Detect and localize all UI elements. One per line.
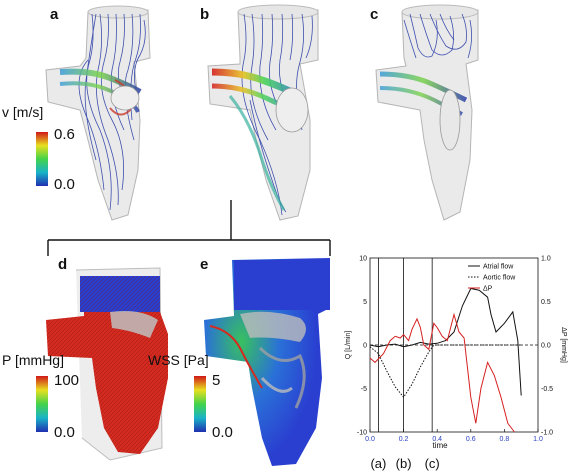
wss-colorbar-min: 0.0 <box>212 424 233 441</box>
y-right-tick-label: 0.5 <box>541 299 551 306</box>
vessel-b <box>207 4 319 221</box>
event-label: (b) <box>396 456 412 471</box>
pressure-colorbar-min: 0.0 <box>54 424 75 441</box>
y-tick-label: 5 <box>363 299 367 306</box>
panel-label-a: a <box>50 6 59 23</box>
bracket <box>47 239 331 256</box>
y-right-tick-label: -1.0 <box>541 430 553 437</box>
velocity-colorbar-min: 0.0 <box>54 176 75 193</box>
pressure-colorbar-max: 100 <box>54 372 80 389</box>
y-tick-label: -5 <box>361 386 367 393</box>
wss-colorbar-label: WSS [Pa] <box>148 352 209 368</box>
streamline-panels <box>36 4 479 240</box>
event-label: (a) <box>370 456 386 471</box>
x-tick-label: 1.0 <box>533 436 543 443</box>
legend-label: ΔP <box>483 286 493 293</box>
y-right-tick-label: 1.0 <box>541 256 551 263</box>
velocity-colorbar-max: 0.6 <box>54 126 75 143</box>
x-tick-label: 0.8 <box>500 436 510 443</box>
vessel-a <box>45 5 151 221</box>
legend-label: Atrial flow <box>483 264 514 271</box>
pressure-vessel-d <box>46 267 168 461</box>
series-line <box>369 344 522 399</box>
event-label: (c) <box>425 456 440 471</box>
pressure-colorbar-label: P [mmHg] <box>2 352 64 368</box>
velocity-colorbar-label: v [m/s] <box>2 104 44 120</box>
y-right-tick-label: -0.5 <box>541 386 553 393</box>
flow-chart: 0.0 0.2 0.4 0.6 0.8 1.0 10 5 0 -5 -10 1.0 0.5 0.0 -0.5… <box>345 256 567 472</box>
x-tick-label: 0.4 <box>432 436 442 443</box>
series-line <box>369 287 522 396</box>
panel-label-b: b <box>200 6 210 23</box>
panel-label-d: d <box>58 256 68 273</box>
vessel-c <box>375 4 479 221</box>
legend-label: Aortic flow <box>483 275 516 282</box>
series-line <box>369 312 515 433</box>
panel-label-c: c <box>370 6 379 23</box>
pressure-colorbar <box>36 376 48 432</box>
y-axis-label: Q [L/min] <box>345 331 352 359</box>
x-tick-label: 0.0 <box>365 436 375 443</box>
y-right-axis-label: ΔP [mmHg] <box>560 327 567 363</box>
y-tick-label: 10 <box>359 256 367 263</box>
wss-colorbar-max: 5 <box>212 372 221 389</box>
x-axis-label: time <box>432 441 448 450</box>
wss-colorbar <box>194 376 206 432</box>
y-right-tick-label: 0.0 <box>541 343 551 350</box>
x-tick-label: 0.2 <box>399 436 409 443</box>
y-tick-label: -10 <box>357 430 367 437</box>
panel-label-e: e <box>200 256 209 273</box>
surface-panels <box>36 239 331 466</box>
velocity-colorbar <box>36 132 48 186</box>
x-tick-label: 0.6 <box>466 436 476 443</box>
wss-vessel-e <box>204 258 330 466</box>
y-tick-label: 0 <box>363 343 367 350</box>
